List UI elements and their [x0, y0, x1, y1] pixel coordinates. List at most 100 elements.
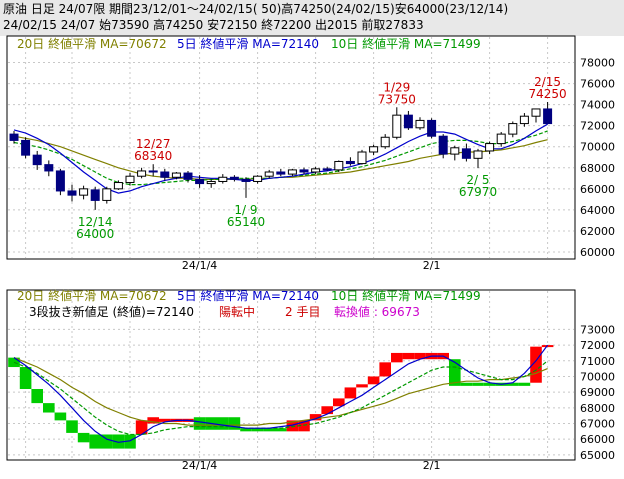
three-line-break-plot-frame: [6, 289, 576, 461]
annotation-value: 65140: [227, 215, 265, 229]
candle-body: [473, 150, 483, 159]
candle-body: [543, 108, 553, 125]
y-tick-67000: 67000: [580, 418, 615, 431]
candle-body: [357, 151, 367, 165]
annotation-date: 2/15: [534, 75, 561, 89]
y-tick-60000: 60000: [580, 246, 615, 259]
candle-body: [160, 171, 170, 178]
annotation-date: 1/29: [383, 80, 410, 94]
brick-up: [135, 420, 148, 435]
candle-body: [102, 188, 112, 201]
brick-down: [66, 420, 78, 433]
candle-body: [311, 168, 321, 173]
candle-body: [403, 114, 413, 129]
brick-down: [251, 428, 264, 432]
brick-down: [101, 434, 113, 449]
candle-body: [299, 169, 309, 173]
annotation-date: 12/14: [78, 215, 113, 229]
y-tick-70000: 70000: [580, 141, 615, 154]
brick-down: [460, 382, 473, 386]
candle-body: [113, 182, 123, 190]
x-tick-24/1/4: 24/1/4: [182, 459, 217, 472]
brick-up: [321, 406, 333, 415]
reversal-status: 陽転中: [219, 304, 255, 319]
brick-down: [124, 434, 136, 449]
candle-body: [461, 148, 471, 159]
candle-body: [392, 114, 402, 138]
y-tick-65000: 65000: [580, 449, 615, 462]
candle-body: [90, 189, 100, 201]
brick-up: [147, 417, 159, 424]
candle-body: [322, 168, 332, 171]
candle-body: [334, 160, 344, 171]
ma5-line-bottom: [13, 344, 549, 443]
brick-down: [240, 428, 252, 432]
ma10-line-bottom: [13, 360, 548, 436]
candle-body: [9, 133, 19, 141]
brick-down: [449, 359, 461, 386]
candle-body: [508, 123, 518, 135]
candle-body: [183, 172, 193, 180]
candle-body: [415, 119, 425, 129]
y-tick-74000: 74000: [580, 99, 615, 112]
three-line-break-title: 3段抜き新値足 (終値)=72140: [29, 304, 194, 319]
ma5-line: [13, 123, 548, 194]
header-background: [0, 0, 624, 36]
y-tick-72000: 72000: [580, 339, 615, 352]
candle-body: [287, 169, 297, 175]
brick-down: [43, 403, 55, 413]
header-ohlc-line: 24/02/15 24/07 始73590 高74250 安72150 終722…: [3, 17, 424, 32]
candle-body: [345, 160, 355, 165]
candle-body: [450, 147, 460, 155]
candle-body: [380, 136, 390, 148]
reversal-count: 2 手目: [285, 305, 320, 319]
y-tick-68000: 68000: [580, 162, 615, 175]
brick-down: [472, 382, 484, 386]
y-tick-73000: 73000: [580, 323, 615, 336]
candle-body: [369, 146, 379, 153]
brick-up: [344, 387, 357, 399]
brick-down: [19, 367, 32, 389]
candle-body: [485, 143, 495, 152]
brick-down: [518, 382, 531, 386]
brick-down: [217, 417, 229, 430]
brick-up: [402, 352, 415, 360]
brick-up: [414, 352, 426, 360]
y-tick-72000: 72000: [580, 120, 615, 133]
candle-body: [241, 178, 251, 182]
ma20-line-bottom: [13, 357, 548, 426]
brick-down: [54, 412, 67, 421]
candle-body: [253, 175, 263, 182]
brick-up: [159, 418, 171, 422]
three-line-break-moving-averages: [13, 344, 549, 443]
candle-body: [218, 176, 228, 182]
candle-body: [229, 176, 239, 180]
switch-value: 転換値 : 69673: [334, 304, 420, 319]
candle-body: [171, 172, 181, 178]
annotation-value: 68340: [134, 149, 172, 163]
candlestick-y-axis: 60000 62000 64000 66000 68000 70000 72000 74000…: [580, 57, 615, 259]
brick-up: [286, 420, 299, 432]
y-tick-76000: 76000: [580, 78, 615, 91]
candle-body: [496, 133, 506, 145]
y-tick-66000: 66000: [580, 183, 615, 196]
annotation-date: 2/ 5: [466, 173, 489, 187]
three-line-break-y-axis: 65000 66000 67000 68000 69000 70000 71000 72000…: [580, 323, 615, 461]
brick-down: [228, 417, 241, 430]
candle-body: [276, 171, 286, 175]
brick-down: [263, 428, 275, 432]
legend-ma20-bottom: 20日 終値平滑 MA=70672: [17, 288, 167, 303]
annotation-value: 67970: [459, 185, 497, 199]
legend-ma10: 10日 終値平滑 MA=71499: [331, 36, 481, 51]
brick-down: [483, 382, 496, 386]
x-tick-2/1: 2/1: [423, 259, 441, 272]
annotation-value: 73750: [378, 92, 416, 106]
candle-body: [438, 135, 448, 155]
candle-body: [32, 154, 42, 166]
annotation-date: 12/27: [136, 137, 171, 151]
brick-up: [298, 420, 310, 432]
ma10-line: [13, 130, 548, 186]
candlestick-plot-frame: [6, 35, 576, 260]
